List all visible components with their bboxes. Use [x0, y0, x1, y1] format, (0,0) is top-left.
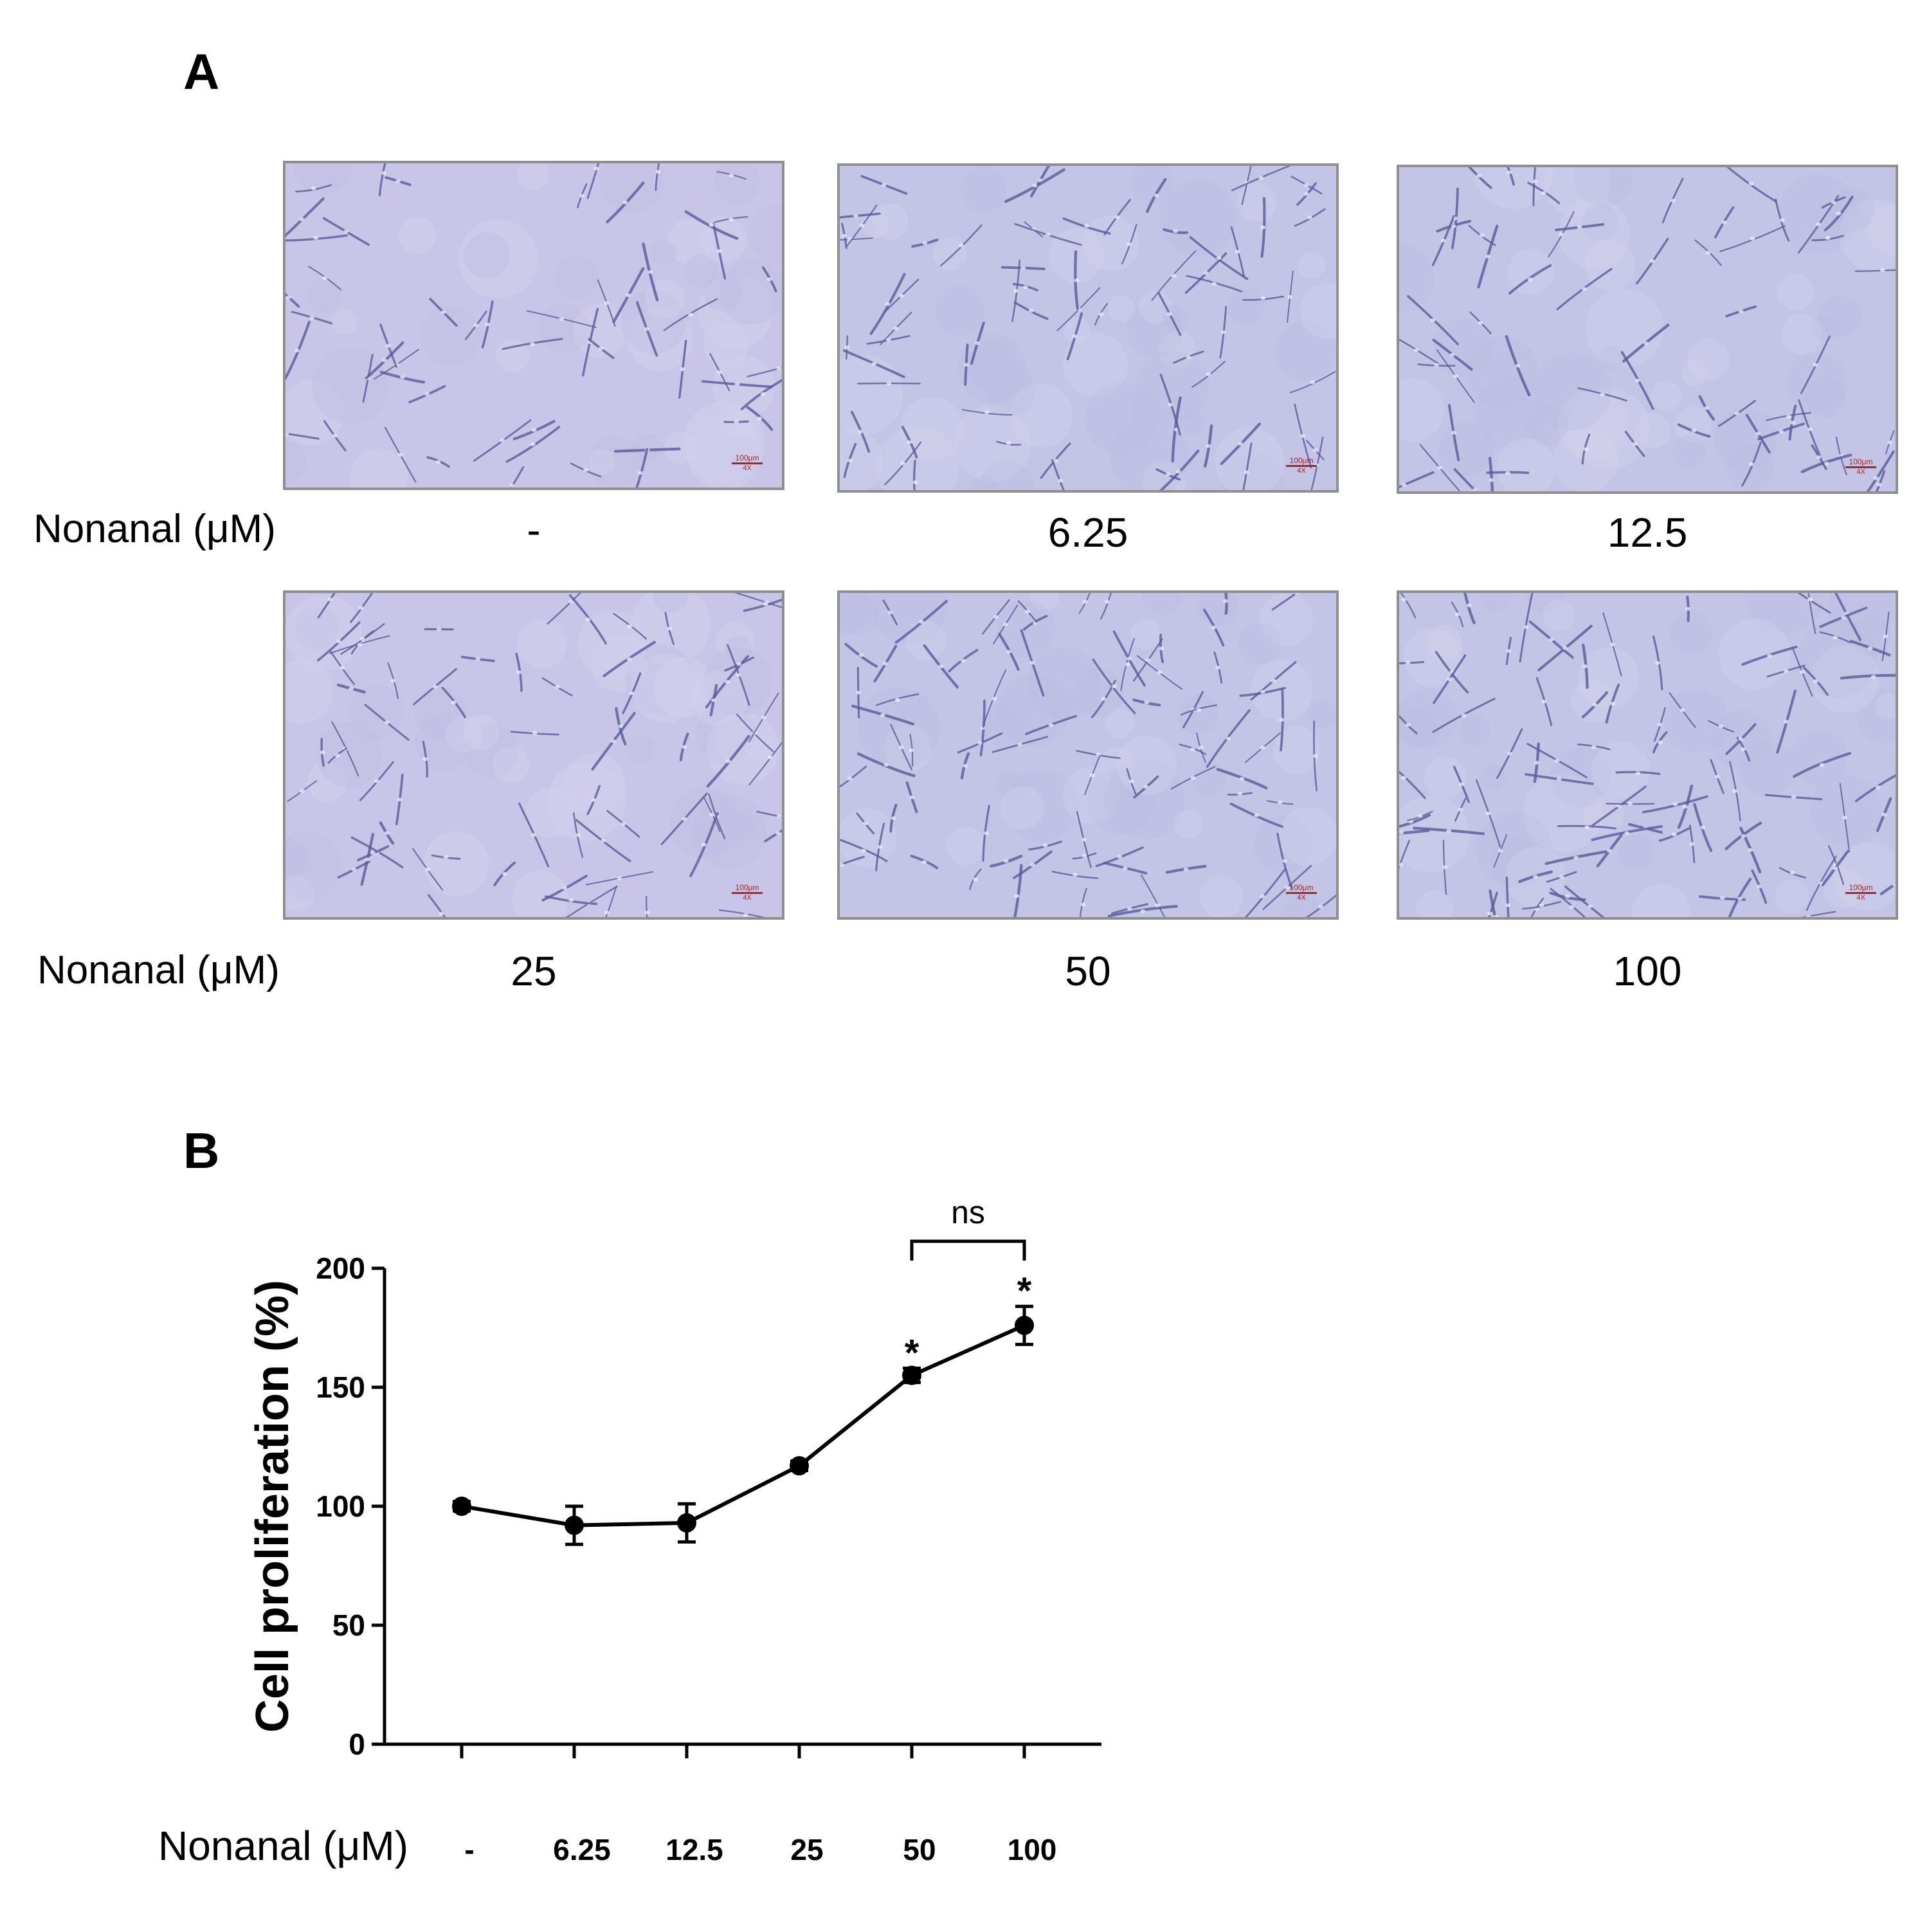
cell-culture-image — [1399, 593, 1896, 917]
magnification-label: 4X — [1297, 894, 1306, 902]
significance-star: * — [1017, 1270, 1032, 1312]
data-point — [790, 1456, 809, 1476]
x-axis-title: Nonanal (μM) — [158, 1823, 408, 1869]
data-point — [902, 1365, 921, 1385]
micrograph-6-25: 100μm 4X — [837, 163, 1339, 493]
comparison-bracket — [910, 1239, 1026, 1261]
data-point — [677, 1513, 696, 1533]
concentration-label: - — [527, 507, 541, 553]
x-tick-label: 25 — [790, 1833, 823, 1866]
scale-bar-label: 100μm — [1289, 883, 1314, 892]
cell-culture-image — [840, 166, 1336, 490]
row-label-bottom: Nonanal (μM) — [37, 948, 280, 992]
scale-bar-label: 100μm — [1849, 457, 1873, 466]
scale-bar-line — [732, 892, 763, 894]
comparison-label: ns — [951, 1194, 985, 1230]
x-tick-label: - — [464, 1833, 474, 1866]
concentration-label: 6.25 — [1047, 509, 1128, 556]
magnification-label: 4X — [1856, 468, 1865, 476]
y-tick-label: 50 — [332, 1608, 365, 1642]
scale-bar: 100μm 4X — [730, 454, 764, 476]
row-label-top: Nonanal (μM) — [33, 507, 276, 551]
scale-bar-label: 100μm — [1289, 456, 1314, 465]
magnification-label: 4X — [1856, 894, 1865, 902]
y-tick-label: 100 — [316, 1490, 365, 1523]
scale-bar-label: 100μm — [735, 453, 759, 462]
x-tick-label: 100 — [1008, 1833, 1057, 1866]
x-tick-label: 6.25 — [553, 1833, 611, 1866]
magnification-label: 4X — [743, 894, 752, 902]
scale-bar-line — [1286, 465, 1317, 467]
cell-culture-image — [1399, 167, 1896, 491]
concentration-label: 50 — [1065, 948, 1111, 994]
x-tick-label: 50 — [903, 1833, 936, 1866]
scale-bar: 100μm 4X — [1844, 884, 1878, 906]
concentration-label: 25 — [511, 948, 557, 994]
scale-bar: 100μm 4X — [1844, 458, 1878, 480]
magnification-label: 4X — [1297, 467, 1306, 475]
concentration-label: 12.5 — [1607, 509, 1688, 556]
y-tick-label: 0 — [349, 1727, 365, 1761]
scale-bar-line — [732, 462, 763, 464]
data-point — [565, 1515, 584, 1535]
y-tick-label: 200 — [316, 1252, 365, 1285]
scale-bar: 100μm 4X — [1285, 457, 1318, 478]
cell-culture-image — [285, 593, 782, 917]
y-axis-title: Cell proliferation (%) — [247, 1280, 298, 1733]
micrograph-control: 100μm 4X — [283, 161, 784, 490]
cell-culture-image — [285, 163, 782, 488]
micrograph-50: 100μm 4X — [837, 590, 1339, 920]
scale-bar-label: 100μm — [735, 883, 759, 892]
proliferation-chart: 0 50 100 150 200 Cell proliferation (%) - 6.25 1… — [158, 1194, 1101, 1869]
micrograph-100: 100μm 4X — [1397, 590, 1898, 920]
y-tick-label: 150 — [316, 1371, 365, 1404]
data-point — [1015, 1315, 1034, 1335]
micrograph-25: 100μm 4X — [283, 590, 784, 920]
data-point — [452, 1497, 471, 1516]
scale-bar-line — [1845, 892, 1876, 894]
scale-bar: 100μm 4X — [730, 884, 764, 906]
scale-bar-label: 100μm — [1849, 883, 1873, 892]
scale-bar: 100μm 4X — [1285, 884, 1318, 906]
panel-a-letter: A — [183, 43, 220, 100]
series-line — [461, 1324, 1026, 1527]
micrograph-12-5: 100μm 4X — [1397, 165, 1898, 494]
concentration-label: 100 — [1613, 948, 1682, 994]
magnification-label: 4X — [743, 464, 752, 472]
scale-bar-line — [1845, 466, 1876, 468]
significance-star: * — [905, 1332, 919, 1374]
x-tick-label: 12.5 — [666, 1833, 723, 1866]
panel-b-letter: B — [183, 1122, 220, 1179]
scale-bar-line — [1286, 892, 1317, 894]
cell-culture-image — [840, 593, 1336, 917]
